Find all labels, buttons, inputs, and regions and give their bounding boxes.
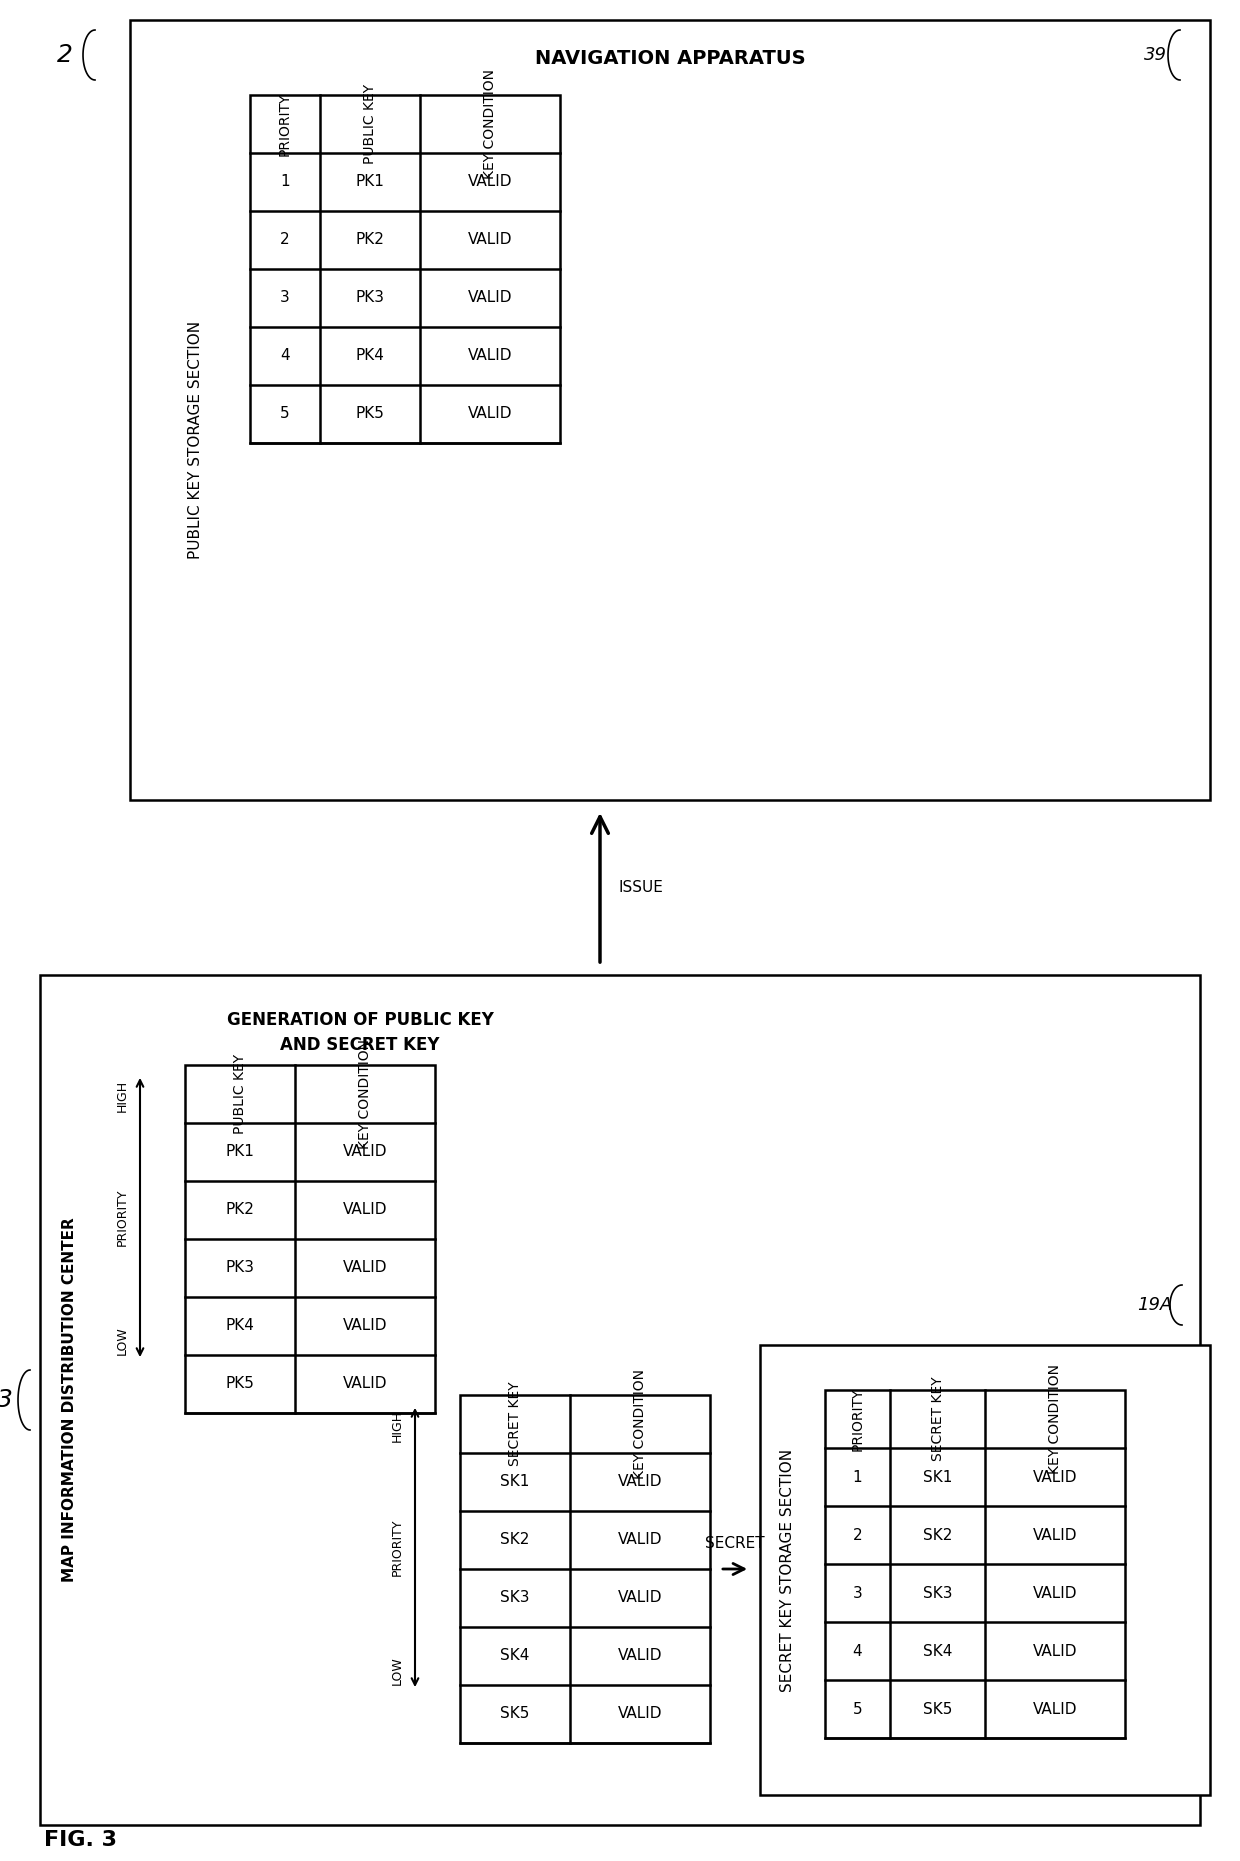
Text: 4: 4 xyxy=(853,1643,862,1658)
Text: HIGH: HIGH xyxy=(115,1079,129,1113)
Text: VALID: VALID xyxy=(342,1202,387,1217)
Text: VALID: VALID xyxy=(342,1260,387,1275)
Text: SK5: SK5 xyxy=(923,1701,952,1716)
Text: SK2: SK2 xyxy=(923,1528,952,1543)
Text: PUBLIC KEY: PUBLIC KEY xyxy=(233,1053,247,1133)
Bar xyxy=(130,20,1210,800)
Text: PK5: PK5 xyxy=(356,406,384,421)
Text: SK3: SK3 xyxy=(923,1586,952,1600)
Text: PK2: PK2 xyxy=(226,1202,254,1217)
Text: PK4: PK4 xyxy=(356,348,384,363)
Text: 3: 3 xyxy=(280,290,290,305)
Text: KEY CONDITION: KEY CONDITION xyxy=(358,1038,372,1148)
Text: PK3: PK3 xyxy=(226,1260,254,1275)
Text: 1: 1 xyxy=(280,175,290,190)
Text: VALID: VALID xyxy=(467,290,512,305)
Text: PRIORITY: PRIORITY xyxy=(115,1189,129,1247)
Text: SK5: SK5 xyxy=(500,1707,529,1721)
Text: LOW: LOW xyxy=(391,1656,403,1684)
Text: ISSUE: ISSUE xyxy=(618,880,663,895)
Text: VALID: VALID xyxy=(1033,1470,1078,1485)
Text: 3: 3 xyxy=(853,1586,862,1600)
Text: SK2: SK2 xyxy=(500,1532,529,1548)
Text: PK4: PK4 xyxy=(226,1318,254,1334)
Text: SECRET KEY STORAGE SECTION: SECRET KEY STORAGE SECTION xyxy=(780,1448,796,1692)
Bar xyxy=(460,1396,711,1744)
Bar xyxy=(825,1390,1125,1738)
Bar xyxy=(760,1346,1210,1796)
Text: 3: 3 xyxy=(0,1388,12,1412)
Text: 1: 1 xyxy=(853,1470,862,1485)
Text: KEY CONDITION: KEY CONDITION xyxy=(1048,1364,1061,1474)
Text: GENERATION OF PUBLIC KEY: GENERATION OF PUBLIC KEY xyxy=(227,1011,494,1029)
Text: PUBLIC KEY: PUBLIC KEY xyxy=(363,84,377,164)
Text: SK1: SK1 xyxy=(923,1470,952,1485)
Text: SK4: SK4 xyxy=(500,1649,529,1664)
Text: MAP INFORMATION DISTRIBUTION CENTER: MAP INFORMATION DISTRIBUTION CENTER xyxy=(62,1217,78,1582)
Text: 2: 2 xyxy=(57,43,73,67)
Text: VALID: VALID xyxy=(618,1649,662,1664)
Text: PRIORITY: PRIORITY xyxy=(391,1519,403,1576)
Text: 39: 39 xyxy=(1143,47,1167,63)
Text: LOW: LOW xyxy=(115,1327,129,1355)
Text: VALID: VALID xyxy=(467,406,512,421)
Text: HIGH: HIGH xyxy=(391,1411,403,1442)
Text: VALID: VALID xyxy=(618,1591,662,1606)
Text: VALID: VALID xyxy=(342,1377,387,1392)
Text: VALID: VALID xyxy=(618,1532,662,1548)
Text: SECRET KEY: SECRET KEY xyxy=(930,1377,945,1461)
Text: FIG. 3: FIG. 3 xyxy=(43,1829,117,1850)
Bar xyxy=(40,975,1200,1826)
Text: PRIORITY: PRIORITY xyxy=(851,1386,864,1452)
Text: PUBLIC KEY STORAGE SECTION: PUBLIC KEY STORAGE SECTION xyxy=(187,320,202,558)
Text: VALID: VALID xyxy=(342,1318,387,1334)
Text: PK3: PK3 xyxy=(356,290,384,305)
Text: SK4: SK4 xyxy=(923,1643,952,1658)
Text: VALID: VALID xyxy=(618,1474,662,1489)
Text: VALID: VALID xyxy=(467,233,512,248)
Text: VALID: VALID xyxy=(1033,1643,1078,1658)
Text: VALID: VALID xyxy=(1033,1528,1078,1543)
Text: VALID: VALID xyxy=(467,175,512,190)
Text: PRIORITY: PRIORITY xyxy=(278,93,291,156)
Text: VALID: VALID xyxy=(467,348,512,363)
Text: NAVIGATION APPARATUS: NAVIGATION APPARATUS xyxy=(534,48,805,67)
Bar xyxy=(250,95,560,443)
Text: PK1: PK1 xyxy=(356,175,384,190)
Text: 5: 5 xyxy=(853,1701,862,1716)
Text: AND SECRET KEY: AND SECRET KEY xyxy=(280,1037,440,1053)
Text: 4: 4 xyxy=(280,348,290,363)
Bar xyxy=(185,1064,435,1412)
Text: 2: 2 xyxy=(853,1528,862,1543)
Text: KEY CONDITION: KEY CONDITION xyxy=(484,69,497,179)
Text: SECRET: SECRET xyxy=(706,1535,765,1550)
Text: PK1: PK1 xyxy=(226,1145,254,1159)
Text: 19A: 19A xyxy=(1137,1295,1173,1314)
Text: PK2: PK2 xyxy=(356,233,384,248)
Text: SK3: SK3 xyxy=(500,1591,529,1606)
Text: VALID: VALID xyxy=(342,1145,387,1159)
Text: VALID: VALID xyxy=(618,1707,662,1721)
Text: SK1: SK1 xyxy=(500,1474,529,1489)
Text: VALID: VALID xyxy=(1033,1701,1078,1716)
Text: VALID: VALID xyxy=(1033,1586,1078,1600)
Text: 2: 2 xyxy=(280,233,290,248)
Text: KEY CONDITION: KEY CONDITION xyxy=(632,1370,647,1479)
Text: SECRET KEY: SECRET KEY xyxy=(508,1381,522,1466)
Text: PK5: PK5 xyxy=(226,1377,254,1392)
Text: 5: 5 xyxy=(280,406,290,421)
